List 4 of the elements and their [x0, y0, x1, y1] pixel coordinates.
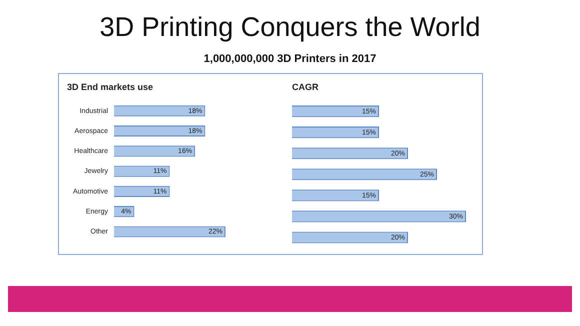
chart-title: 3D End markets use [66, 82, 153, 92]
text: 3D Printing Conquers the World [98, 11, 482, 43]
chart-title: CAGR [292, 82, 318, 92]
text: 1,000,000,000 3D Printers in 2017 [202, 53, 378, 65]
